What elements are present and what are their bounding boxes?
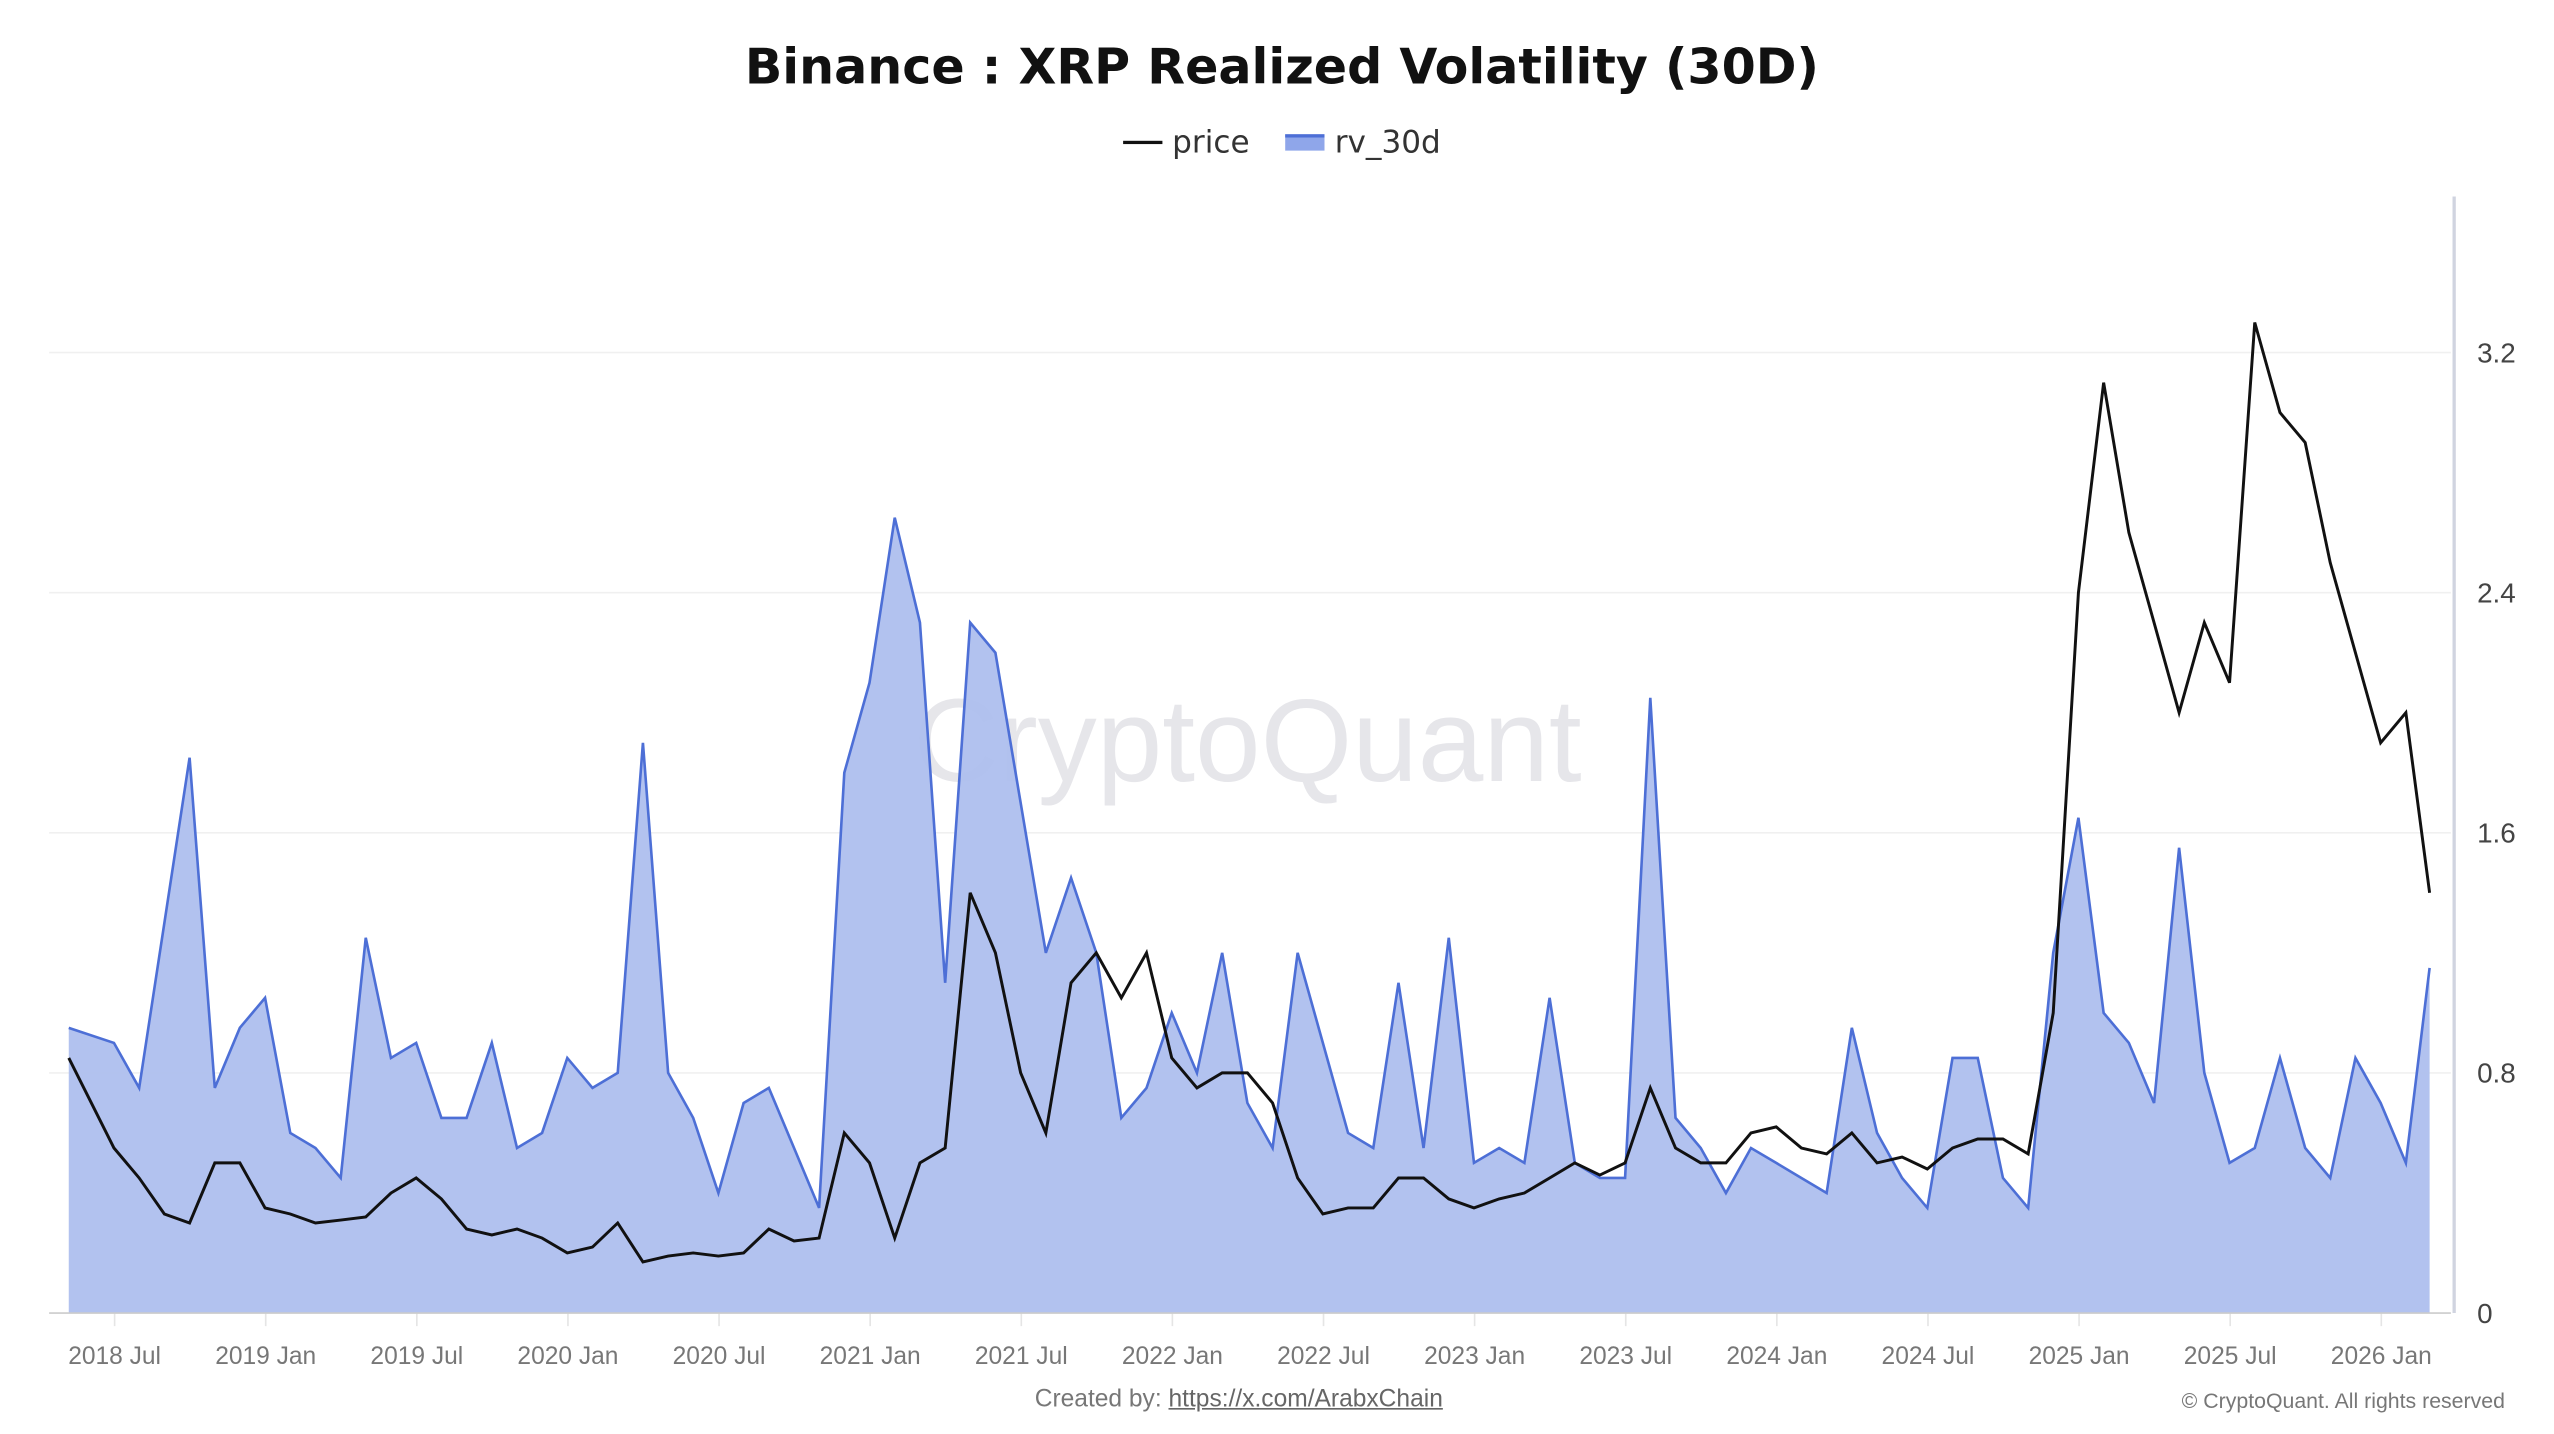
- x-tick-label: 2022 Jan: [1122, 1343, 1223, 1370]
- x-tick-label: 2023 Jul: [1579, 1343, 1672, 1370]
- x-tick-label: 2019 Jan: [215, 1343, 316, 1370]
- x-tick-label: 2024 Jul: [1882, 1343, 1975, 1370]
- legend: price rv_30d: [0, 124, 2554, 160]
- x-tick-label: 2020 Jul: [673, 1343, 766, 1370]
- x-tick-label: 2021 Jan: [820, 1343, 921, 1370]
- legend-item-rv-30d[interactable]: rv_30d: [1285, 124, 1441, 161]
- legend-label-rv-30d: rv_30d: [1334, 124, 1441, 161]
- copyright: © CryptoQuant. All rights reserved: [2181, 1388, 2505, 1413]
- x-tick-label: 2022 Jul: [1277, 1343, 1370, 1370]
- price-swatch: [1123, 140, 1163, 145]
- creator-link[interactable]: https://x.com/ArabxChain: [1168, 1385, 1443, 1413]
- x-tick-label: 2025 Jul: [2184, 1343, 2277, 1370]
- x-tick-label: 2020 Jan: [517, 1343, 618, 1370]
- price-line: [67, 322, 2432, 1264]
- legend-label-price: price: [1172, 124, 1250, 161]
- x-tick-label: 2023 Jan: [1424, 1343, 1525, 1370]
- x-tick-label: 2021 Jul: [975, 1343, 1068, 1370]
- y-tick-label: 0.8: [2477, 1058, 2516, 1089]
- x-tick-label: 2025 Jan: [2029, 1343, 2130, 1370]
- created-by-label: Created by:: [1034, 1385, 1162, 1413]
- chart-title: Binance : XRP Realized Volatility (30D): [744, 39, 1820, 97]
- y-tick-label: 3.2: [2477, 337, 2516, 368]
- x-tick-label: 2024 Jan: [1726, 1343, 1827, 1370]
- x-tick-label: 2018 Jul: [68, 1343, 161, 1370]
- legend-item-price[interactable]: price: [1123, 124, 1250, 160]
- y-tick-label: 0: [2477, 1298, 2492, 1329]
- rv-30d-swatch: [1285, 134, 1325, 151]
- y-tick-label: 2.4: [2477, 577, 2516, 608]
- x-tick-label: 2019 Jul: [370, 1343, 463, 1370]
- watermark: CryptoQuant: [913, 674, 1581, 806]
- x-tick-label: 2026 Jan: [2331, 1343, 2432, 1370]
- y-tick-label: 1.6: [2477, 818, 2516, 849]
- footer-credit: Created by: https://x.com/ArabxChain: [1035, 1385, 1443, 1413]
